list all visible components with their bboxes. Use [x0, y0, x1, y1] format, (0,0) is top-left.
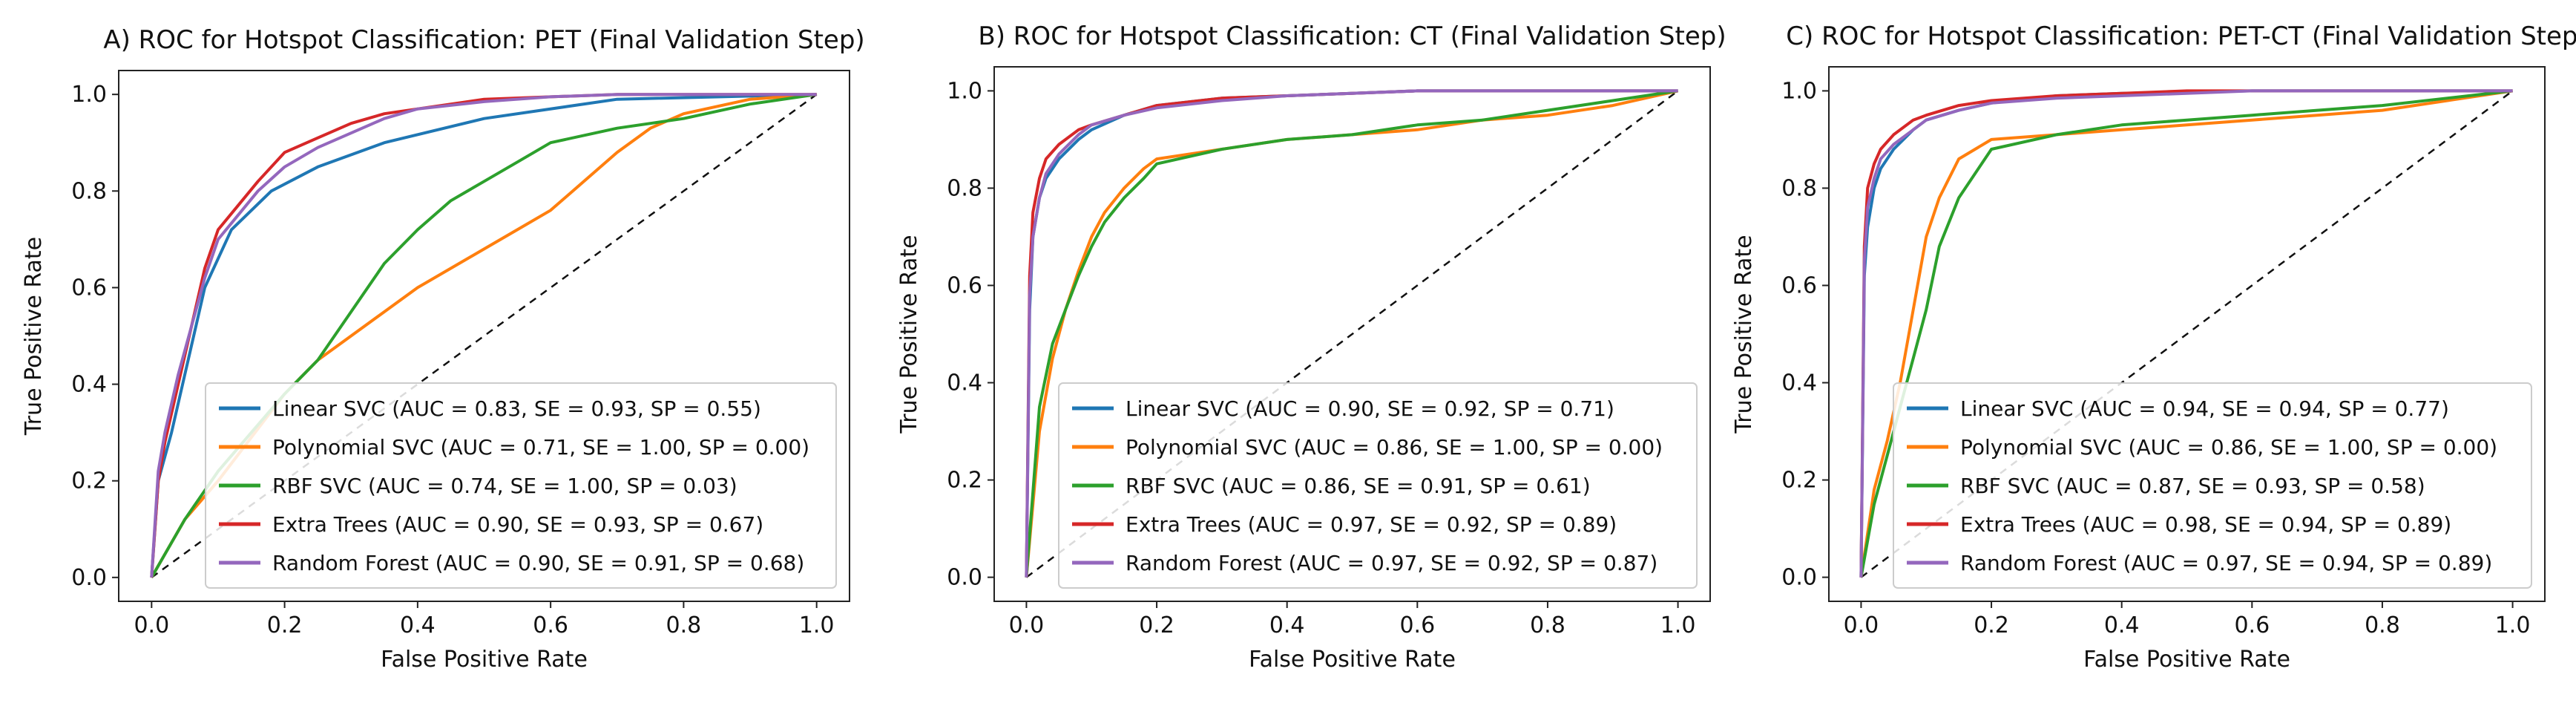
legend-label-linear_svc: Linear SVC (AUC = 0.83, SE = 0.93, SP = … — [272, 396, 761, 421]
y-tick-label: 1.0 — [1781, 78, 1817, 104]
y-tick-label: 0.8 — [71, 178, 107, 204]
x-tick-label: 0.2 — [1974, 612, 2009, 638]
panel-title: B) ROC for Hotspot Classification: CT (F… — [978, 22, 1726, 51]
axes-frame — [1828, 66, 2546, 602]
roc-curve-random_forest — [1025, 89, 1678, 578]
legend-label-polynomial_svc: Polynomial SVC (AUC = 0.71, SE = 1.00, S… — [272, 435, 809, 460]
x-tick-label: 0.4 — [400, 612, 436, 638]
y-tick-label: 0.0 — [71, 565, 107, 591]
roc-curve-random_forest — [150, 93, 817, 578]
x-tick-label: 0.4 — [2104, 612, 2140, 638]
y-tick-label: 0.6 — [71, 275, 107, 301]
legend-label-random_forest: Random Forest (AUC = 0.97, SE = 0.94, SP… — [1960, 551, 2492, 575]
legend-label-linear_svc: Linear SVC (AUC = 0.94, SE = 0.94, SP = … — [1960, 396, 2449, 421]
legend: Linear SVC (AUC = 0.90, SE = 0.92, SP = … — [1058, 382, 1698, 589]
x-tick-label: 0.6 — [2234, 612, 2270, 638]
y-tick-label: 1.0 — [71, 82, 107, 108]
y-axis-label: True Positive Rate — [1731, 235, 1757, 434]
y-tick-label: 1.0 — [947, 78, 982, 104]
y-tick-label: 0.4 — [71, 372, 107, 398]
y-tick-label: 0.4 — [1781, 370, 1817, 396]
x-tick-label: 0.6 — [1399, 612, 1435, 638]
legend-label-rbf_svc: RBF SVC (AUC = 0.87, SE = 0.93, SP = 0.5… — [1960, 474, 2425, 498]
x-tick-label: 0.2 — [1139, 612, 1174, 638]
legend: Linear SVC (AUC = 0.83, SE = 0.93, SP = … — [205, 382, 837, 589]
x-tick-label: 0.0 — [1844, 612, 1879, 638]
x-tick-label: 0.4 — [1269, 612, 1305, 638]
panel-title: C) ROC for Hotspot Classification: PET-C… — [1786, 22, 2576, 51]
legend-box — [1893, 382, 2532, 589]
legend: Linear SVC (AUC = 0.94, SE = 0.94, SP = … — [1893, 382, 2532, 589]
x-tick-label: 0.2 — [267, 612, 303, 638]
roc-curve-linear_svc — [150, 93, 817, 578]
x-tick-label: 0.0 — [134, 612, 169, 638]
x-tick-label: 0.6 — [533, 612, 568, 638]
x-tick-label: 0.8 — [2365, 612, 2400, 638]
axes-frame — [993, 66, 1711, 602]
roc-panel-0: A) ROC for Hotspot Classification: PET (… — [21, 25, 865, 673]
axes-frame — [118, 70, 850, 602]
x-tick-label: 1.0 — [799, 612, 835, 638]
x-axis-label: False Positive Rate — [381, 647, 588, 673]
roc-panel-1: B) ROC for Hotspot Classification: CT (F… — [896, 22, 1726, 673]
legend-label-polynomial_svc: Polynomial SVC (AUC = 0.86, SE = 1.00, S… — [1126, 435, 1663, 460]
y-tick-label: 0.8 — [1781, 175, 1817, 201]
x-tick-label: 1.0 — [2495, 612, 2531, 638]
roc-curve-random_forest — [1859, 89, 2513, 578]
y-axis-label: True Positive Rate — [21, 237, 47, 436]
y-tick-label: 0.8 — [947, 175, 982, 201]
panels-group: A) ROC for Hotspot Classification: PET (… — [21, 22, 2576, 673]
x-tick-label: 0.0 — [1009, 612, 1045, 638]
legend-label-extra_trees: Extra Trees (AUC = 0.98, SE = 0.94, SP =… — [1960, 512, 2451, 537]
y-tick-label: 0.6 — [947, 272, 982, 298]
legend-label-random_forest: Random Forest (AUC = 0.90, SE = 0.91, SP… — [272, 551, 804, 575]
legend-label-rbf_svc: RBF SVC (AUC = 0.86, SE = 0.91, SP = 0.6… — [1126, 474, 1591, 498]
y-tick-label: 0.2 — [947, 468, 982, 494]
panel-title: A) ROC for Hotspot Classification: PET (… — [103, 25, 864, 55]
y-tick-label: 0.2 — [1781, 468, 1817, 494]
y-tick-label: 0.4 — [947, 370, 982, 396]
x-tick-label: 1.0 — [1660, 612, 1696, 638]
legend-box — [205, 382, 837, 589]
roc-panel-2: C) ROC for Hotspot Classification: PET-C… — [1731, 22, 2576, 673]
roc-curve-rbf_svc — [1025, 89, 1678, 578]
legend-label-extra_trees: Extra Trees (AUC = 0.90, SE = 0.93, SP =… — [272, 512, 763, 537]
legend-label-random_forest: Random Forest (AUC = 0.97, SE = 0.92, SP… — [1126, 551, 1657, 575]
y-tick-label: 0.6 — [1781, 272, 1817, 298]
y-tick-label: 0.0 — [947, 565, 982, 591]
y-tick-label: 0.2 — [71, 468, 107, 494]
legend-label-polynomial_svc: Polynomial SVC (AUC = 0.86, SE = 1.00, S… — [1960, 435, 2497, 460]
y-tick-label: 0.0 — [1781, 565, 1817, 591]
x-axis-label: False Positive Rate — [1249, 647, 1456, 673]
legend-label-extra_trees: Extra Trees (AUC = 0.97, SE = 0.92, SP =… — [1126, 512, 1617, 537]
x-tick-label: 0.8 — [1530, 612, 1565, 638]
x-axis-label: False Positive Rate — [2083, 647, 2290, 673]
y-axis-label: True Positive Rate — [896, 235, 922, 434]
legend-label-linear_svc: Linear SVC (AUC = 0.90, SE = 0.92, SP = … — [1126, 396, 1614, 421]
x-tick-label: 0.8 — [666, 612, 702, 638]
legend-label-rbf_svc: RBF SVC (AUC = 0.74, SE = 1.00, SP = 0.0… — [272, 474, 737, 498]
legend-box — [1058, 382, 1698, 589]
